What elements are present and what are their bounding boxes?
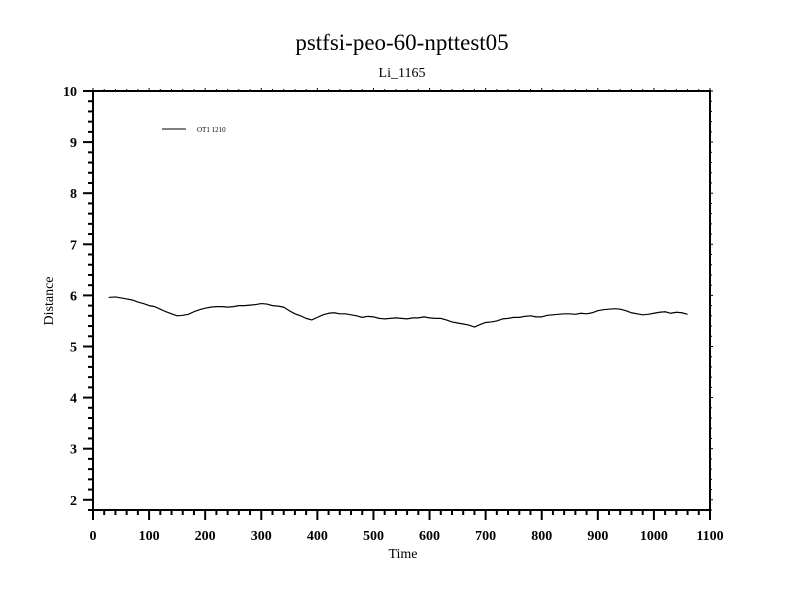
y-tick-label: 6 (70, 289, 77, 304)
legend-entry: OT1 1210 (197, 126, 226, 134)
y-tick-label: 2 (70, 494, 77, 509)
y-tick-label: 4 (70, 392, 77, 407)
axis-ticks (83, 88, 713, 520)
tick-labels: 0 100 200 300 400 500 600 700 800 900 1000 1100 2 3 4 5… (63, 85, 724, 544)
x-tick-label: 700 (475, 529, 496, 544)
series-layer (108, 296, 688, 328)
y-tick-label: 10 (63, 85, 77, 100)
y-axis-label: Distance (42, 277, 57, 326)
x-tick-label: 900 (587, 529, 608, 544)
x-tick-label: 200 (195, 529, 216, 544)
chart-subtitle: Li_1165 (379, 66, 426, 81)
x-axis-label: Time (388, 547, 417, 562)
y-tick-label: 7 (70, 238, 77, 253)
y-tick-label: 9 (70, 136, 77, 151)
x-tick-label: 400 (307, 529, 328, 544)
y-tick-label: 5 (70, 340, 77, 355)
plot-frame (92, 90, 711, 511)
x-tick-label: 600 (419, 529, 440, 544)
x-tick-label: 800 (531, 529, 552, 544)
y-tick-label: 3 (70, 443, 77, 458)
x-tick-label: 500 (363, 529, 384, 544)
x-tick-label: 100 (139, 529, 160, 544)
x-tick-label: 1000 (640, 529, 668, 544)
x-tick-label: 0 (90, 529, 97, 544)
y-tick-label: 8 (70, 187, 77, 202)
x-tick-label: 300 (251, 529, 272, 544)
legend: OT1 1210 (162, 126, 226, 134)
series-line (108, 296, 688, 328)
x-tick-label: 1100 (696, 529, 723, 544)
chart-title: pstfsi-peo-60-npttest05 (295, 30, 508, 55)
